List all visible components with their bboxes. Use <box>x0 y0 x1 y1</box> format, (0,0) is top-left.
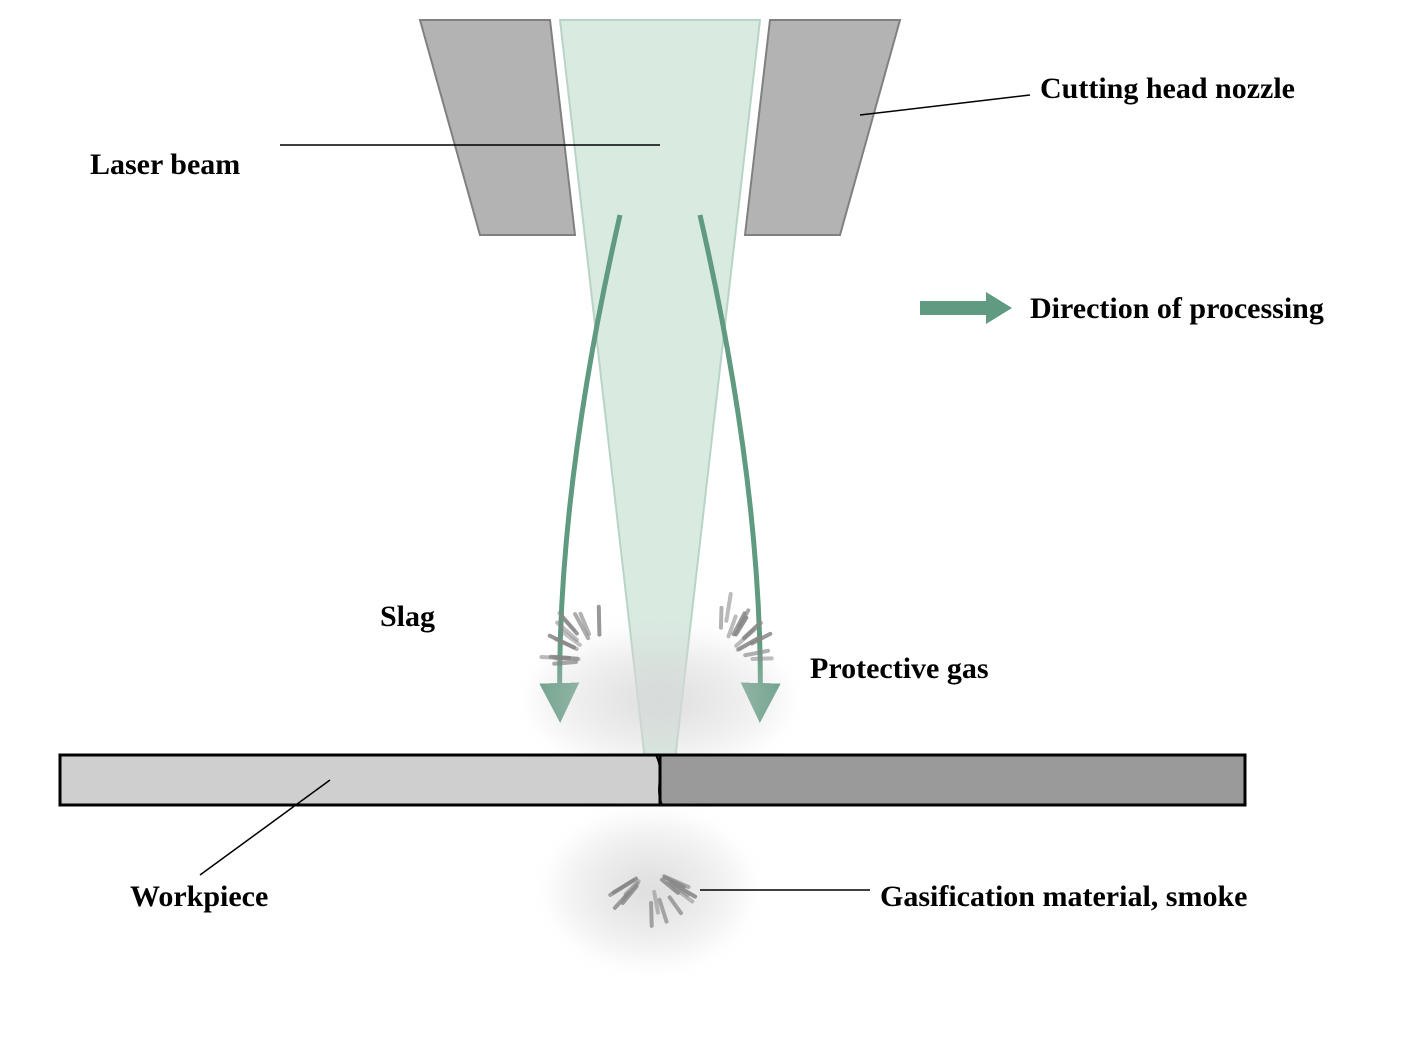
label-direction: Direction of processing <box>1030 292 1324 326</box>
nozzle-right <box>745 20 900 235</box>
label-workpiece: Workpiece <box>130 880 268 914</box>
workpiece-left <box>60 755 660 805</box>
nozzle-left <box>420 20 575 235</box>
direction-arrow <box>920 292 1012 324</box>
label-protective-gas: Protective gas <box>810 652 989 686</box>
slag-cloud-top <box>530 630 790 770</box>
label-laser-beam: Laser beam <box>90 148 240 182</box>
label-gasification: Gasification material, smoke <box>880 880 1247 914</box>
workpiece-right <box>660 755 1245 805</box>
label-slag: Slag <box>380 600 435 634</box>
label-cutting-head-nozzle: Cutting head nozzle <box>1040 72 1295 106</box>
